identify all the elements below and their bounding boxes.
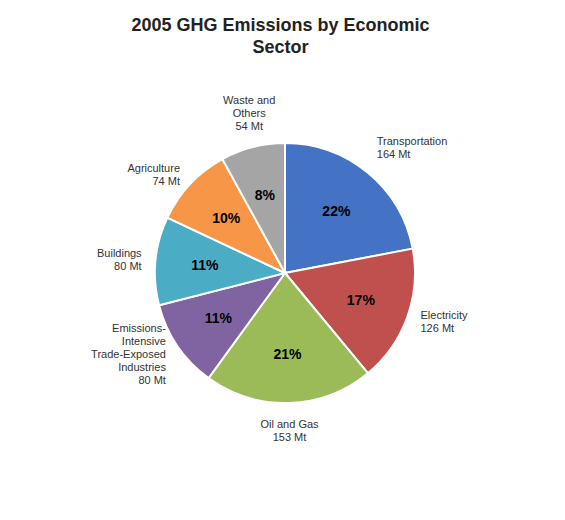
svg-text:Electricity126 Mt: Electricity126 Mt [420, 309, 468, 334]
html-text:Sector: Sector [252, 37, 309, 57]
svg-text:Waste andOthers54 Mt: Waste andOthers54 Mt [223, 94, 275, 132]
svg-text:22%: 22% [322, 203, 351, 219]
svg-text:17%: 17% [347, 292, 376, 308]
svg-text:8%: 8% [255, 187, 276, 203]
svg-text:11%: 11% [191, 257, 219, 273]
svg-text:21%: 21% [274, 346, 303, 362]
svg-text:Oil and Gas153 Mt: Oil and Gas153 Mt [260, 418, 319, 443]
svg-text:Buildings80 Mt: Buildings80 Mt [97, 247, 142, 272]
svg-text:10%: 10% [212, 210, 241, 226]
svg-text:Agriculture74 Mt: Agriculture74 Mt [127, 162, 180, 187]
svg-text:Transportation164 Mt: Transportation164 Mt [377, 135, 448, 160]
html-text:2005 GHG Emissions by Economic: 2005 GHG Emissions by Economic [131, 15, 430, 35]
svg-text:Emissions-IntensiveTrade-Expos: Emissions-IntensiveTrade-ExposedIndustri… [91, 322, 166, 386]
svg-text:11%: 11% [205, 310, 233, 326]
